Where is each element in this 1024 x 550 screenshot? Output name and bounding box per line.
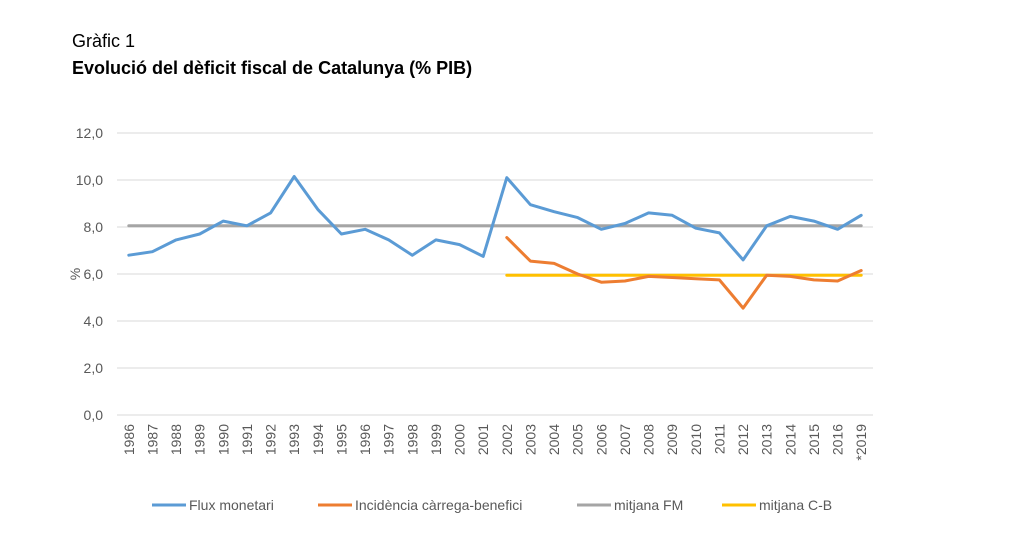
x-tick-label: 2002 [499,424,515,455]
series-lines [127,175,863,310]
x-tick-label: 2004 [546,424,562,455]
x-tick-label: 1990 [215,424,231,455]
x-axis-ticks: 1986 1987 1988 1989 1990 1991 1992 1993 1994 1995… [121,424,869,461]
x-tick-label: 2010 [688,424,704,455]
legend-label-mitjana-c-b: mitjana C-B [759,497,832,513]
x-tick-label: 2014 [782,424,798,455]
x-tick-label: 2015 [806,424,822,455]
y-tick-label: 0,0 [84,407,104,423]
x-tick-label: 1998 [404,424,420,455]
x-tick-label: 1997 [381,424,397,455]
x-tick-label: 2006 [593,424,609,455]
series-line-flux-monetari [127,175,863,262]
x-tick-label: 2001 [475,424,491,455]
x-tick-label: 2012 [735,424,751,455]
y-tick-label: 4,0 [84,313,104,329]
x-tick-label: 2013 [759,424,775,455]
gridlines [117,132,873,416]
x-tick-label: 1995 [333,424,349,455]
x-tick-label: 2000 [452,424,468,455]
x-tick-label: 1986 [121,424,137,455]
y-tick-label: 8,0 [84,219,104,235]
legend-label-mitjana-fm: mitjana FM [614,497,683,513]
y-tick-label: 2,0 [84,360,104,376]
x-tick-label: 1994 [310,424,326,455]
legend-label-flux-monetari: Flux monetari [189,497,274,513]
chart-title: Evolució del dèficit fiscal de Catalunya… [72,58,473,78]
x-tick-label: *2019 [853,424,869,461]
y-tick-label: 10,0 [76,172,103,188]
x-tick-label: 1996 [357,424,373,455]
y-tick-label: 12,0 [76,125,103,141]
x-tick-label: 2009 [664,424,680,455]
x-tick-label: 2007 [617,424,633,455]
x-tick-label: 1991 [239,424,255,455]
series-line-incidencia-carrega-benefici [505,236,863,310]
y-axis-ticks: 0,0 2,0 4,0 6,0 8,0 10,0 12,0 [76,125,103,423]
x-tick-label: 1999 [428,424,444,455]
x-tick-label: 2016 [830,424,846,455]
y-tick-label: 6,0 [84,266,104,282]
chart-subtitle: Gràfic 1 [72,31,136,51]
x-tick-label: 1993 [286,424,302,455]
y-axis-label: % [67,268,83,280]
x-tick-label: 1989 [192,424,208,455]
legend-label-incidencia-carrega-benefici: Incidència càrrega-benefici [355,497,522,513]
legend: Flux monetari Incidència càrrega-benefici… [152,497,832,513]
x-tick-label: 2003 [522,424,538,455]
x-tick-label: 1992 [263,424,279,455]
x-tick-label: 1988 [168,424,184,455]
x-tick-label: 2008 [641,424,657,455]
x-tick-label: 2005 [570,424,586,455]
x-tick-label: 1987 [144,424,160,455]
x-tick-label: 2011 [711,424,727,454]
